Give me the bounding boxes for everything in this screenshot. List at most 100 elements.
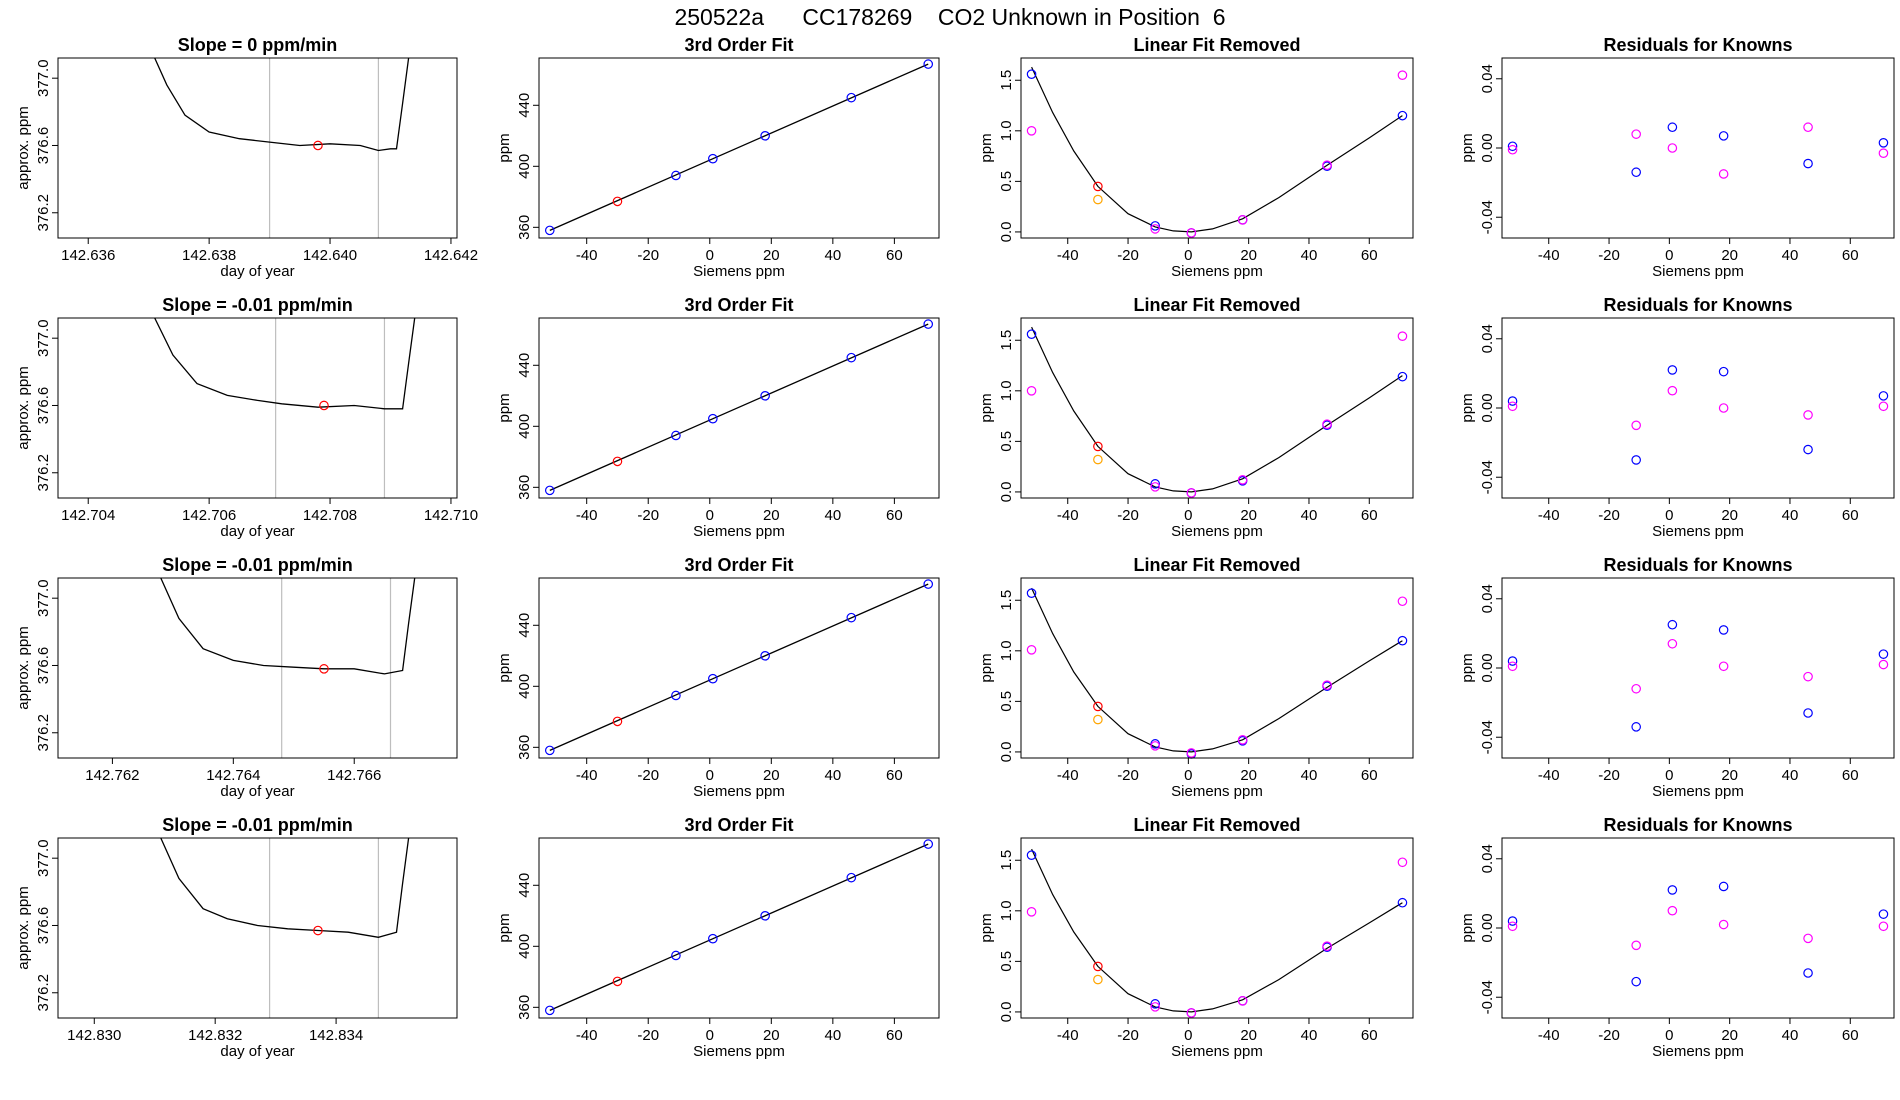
x-axis-label: day of year <box>220 523 294 540</box>
x-tick-label: 20 <box>1721 1027 1738 1044</box>
y-axis-label: ppm <box>496 913 513 942</box>
x-tick-label: 60 <box>1842 1027 1859 1044</box>
y-tick-label: 440 <box>516 613 533 638</box>
data-point-magenta <box>1237 996 1248 1006</box>
y-tick-label: 377.0 <box>35 319 52 357</box>
data-point-magenta <box>1150 482 1160 492</box>
data-point-magenta <box>1026 644 1037 655</box>
plot-area <box>160 578 416 758</box>
data-point-blue <box>1803 708 1813 718</box>
series-line <box>549 63 929 231</box>
x-tick-label: 0 <box>706 247 714 264</box>
x-tick-label: 60 <box>886 247 903 264</box>
y-axis-label: ppm <box>978 653 995 682</box>
data-point-magenta <box>1667 638 1678 649</box>
x-tick-label: -40 <box>1057 767 1079 784</box>
x-tick-label: 142.640 <box>303 247 357 264</box>
data-point-blue <box>671 950 681 961</box>
data-point-magenta <box>1878 921 1889 932</box>
data-point-magenta <box>1718 661 1729 672</box>
data-point-blue <box>1718 366 1729 377</box>
data-point-blue <box>1667 365 1678 375</box>
x-tick-label: 60 <box>1361 247 1378 264</box>
data-point-blue <box>1631 976 1641 987</box>
panel-3-1: Slope = -0.01 ppm/min 142.762 142.764 142.7… <box>15 555 458 800</box>
data-point-blue <box>1150 221 1160 231</box>
x-tick-label: 40 <box>1301 247 1318 264</box>
data-point-blue <box>1026 329 1037 339</box>
x-tick-label: -20 <box>1598 767 1620 784</box>
panel-title: 3rd Order Fit <box>684 295 793 315</box>
plot-frame <box>1501 57 1895 239</box>
data-point-blue <box>544 485 555 496</box>
y-tick-label: -0.04 <box>1479 980 1496 1014</box>
y-axis-label: approx. ppm <box>15 626 32 709</box>
plot-frame <box>1020 57 1414 239</box>
plot-area <box>1031 587 1403 753</box>
data-point-magenta <box>1507 144 1518 155</box>
data-point-red <box>1093 441 1103 452</box>
y-tick-label: 0.5 <box>998 431 1015 452</box>
data-point-blue <box>1507 141 1518 152</box>
data-point-blue <box>671 430 681 441</box>
x-tick-label: 0 <box>1665 1027 1673 1044</box>
panel-1-4: Residuals for Knowns -40 -20 0 20 40 60 -0.04 0.… <box>1459 35 1895 280</box>
x-tick-label: 142.638 <box>182 247 236 264</box>
data-point-blue <box>1718 881 1729 892</box>
y-tick-label: 0.04 <box>1479 64 1496 93</box>
plot-area <box>160 838 410 1018</box>
data-point-blue <box>1803 158 1813 169</box>
y-tick-label: 0.04 <box>1479 324 1496 353</box>
x-tick-label: 142.832 <box>188 1027 242 1044</box>
panel-1-1: Slope = 0 ppm/min 142.636 142.638 142.640 14… <box>15 35 478 280</box>
data-point-blue <box>846 352 857 363</box>
x-tick-label: 20 <box>763 507 780 524</box>
x-tick-label: 40 <box>1782 1027 1799 1044</box>
y-tick-label: 400 <box>516 154 533 179</box>
data-point-magenta <box>1322 160 1332 170</box>
x-tick-label: 60 <box>886 1027 903 1044</box>
y-axis-label: ppm <box>978 913 995 942</box>
y-tick-label: 400 <box>516 934 533 959</box>
data-point-red <box>612 976 623 987</box>
y-axis-label: ppm <box>1459 653 1476 682</box>
x-axis-label: day of year <box>220 1043 294 1060</box>
panel-title: 3rd Order Fit <box>684 35 793 55</box>
plot-frame <box>1501 837 1895 1019</box>
y-tick-label: 1.5 <box>998 70 1015 91</box>
x-tick-label: 40 <box>1782 247 1799 264</box>
y-tick-label: 376.6 <box>35 127 52 165</box>
x-axis-label: Siemens ppm <box>1171 783 1263 800</box>
panel-3-2: 3rd Order Fit -40 -20 0 20 40 60 360 400 440 Sieme… <box>496 555 940 800</box>
fit-curve <box>1031 326 1403 493</box>
page-title: 250522a CC178269 CO2 Unknown in Position… <box>674 4 1226 30</box>
data-point-blue <box>1718 625 1729 635</box>
data-point-blue <box>1878 391 1889 401</box>
data-point-blue <box>1507 656 1518 666</box>
x-tick-label: 60 <box>886 507 903 524</box>
panel-2-1: Slope = -0.01 ppm/min 142.704 142.706 142.7… <box>15 295 478 540</box>
data-point-blue <box>1667 885 1678 895</box>
panel-1-2: 3rd Order Fit -40 -20 0 20 40 60 360 400 440 Sieme… <box>496 35 940 280</box>
data-point-magenta <box>1026 386 1037 396</box>
y-axis-label: ppm <box>978 133 995 162</box>
panel-title: Slope = -0.01 ppm/min <box>162 555 353 575</box>
panel-4-3: Linear Fit Removed -40 -20 0 20 40 60 0.0 0.5 1.0… <box>978 815 1414 1060</box>
series-line <box>549 323 929 491</box>
x-tick-label: 142.704 <box>61 507 115 524</box>
data-point-blue <box>708 153 718 164</box>
y-tick-label: 377.0 <box>35 839 52 877</box>
panel-1-3: Linear Fit Removed -40 -20 0 20 40 60 0.0 0.5 1.0… <box>978 35 1414 280</box>
panel-title: Linear Fit Removed <box>1133 295 1300 315</box>
x-tick-label: 0 <box>1184 507 1192 524</box>
panel-title: 3rd Order Fit <box>684 555 793 575</box>
y-tick-label: 0.04 <box>1479 844 1496 873</box>
x-tick-label: 60 <box>886 767 903 784</box>
data-point-red <box>1093 181 1103 192</box>
data-point-magenta <box>1186 488 1197 498</box>
panel-title: Linear Fit Removed <box>1133 555 1300 575</box>
x-tick-label: 60 <box>1361 1027 1378 1044</box>
plot-area <box>549 583 929 751</box>
data-point-magenta <box>1150 224 1160 234</box>
